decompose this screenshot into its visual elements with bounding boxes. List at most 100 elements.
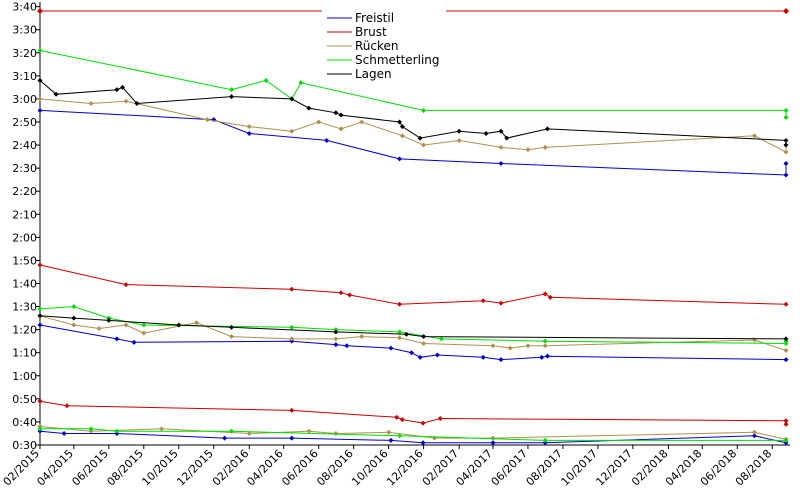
lagen-100m-point bbox=[37, 313, 43, 319]
x-tick-label: 12/2016 bbox=[384, 447, 426, 489]
lagen-200m-point bbox=[504, 135, 510, 141]
freistil-50m-point bbox=[61, 430, 67, 436]
lagen-200m-point bbox=[306, 105, 312, 111]
schmetterling-100m-point bbox=[71, 304, 77, 310]
rcken-100m-line bbox=[39, 315, 787, 351]
lagen-100m-line bbox=[39, 315, 787, 340]
rcken-100m-point bbox=[359, 334, 365, 340]
schmetterling-50m-point bbox=[229, 428, 235, 434]
schmetterling-200m-point bbox=[229, 87, 235, 93]
brust-50m-point bbox=[394, 414, 400, 420]
x-tick-label: 08/2017 bbox=[524, 447, 566, 489]
schmetterling-100m-point bbox=[141, 322, 147, 328]
x-tick-label: 04/2018 bbox=[663, 447, 705, 489]
rcken-50m-point bbox=[751, 429, 757, 435]
y-tick-label: 1:30 bbox=[12, 301, 37, 314]
legend-label-3: Schmetterling bbox=[355, 53, 440, 67]
x-tick-label: 10/2016 bbox=[349, 447, 391, 489]
schmetterling-200m-point bbox=[263, 77, 269, 83]
lagen-100m-point bbox=[229, 324, 235, 330]
brust-50m-point bbox=[399, 417, 405, 423]
lagen-100m-point bbox=[176, 322, 182, 328]
brust-200m-point bbox=[37, 8, 43, 14]
freistil-100m-point bbox=[344, 343, 350, 349]
freistil-100m-point bbox=[544, 353, 550, 359]
y-tick-label: 3:10 bbox=[12, 70, 37, 83]
x-tick-label: 08/2018 bbox=[733, 447, 775, 489]
y-tick-label: 3:30 bbox=[12, 24, 37, 37]
brust-50m-point bbox=[420, 420, 426, 426]
x-tick-label: 04/2016 bbox=[244, 447, 286, 489]
x-tick-label: 06/2018 bbox=[698, 447, 740, 489]
lagen-200m-point bbox=[114, 87, 120, 93]
rcken-100m-point bbox=[194, 320, 200, 326]
schmetterling-50m-point bbox=[88, 426, 94, 432]
rcken-200m-point bbox=[525, 147, 531, 153]
x-tick-label: 02/2015 bbox=[1, 447, 43, 489]
brust-50m-point bbox=[783, 421, 789, 427]
rcken-100m-point bbox=[289, 336, 295, 342]
lagen-100m-point bbox=[106, 317, 112, 323]
brust-100m-point bbox=[338, 290, 344, 296]
freistil-100m-point bbox=[131, 339, 137, 345]
freistil-50m-point bbox=[289, 435, 295, 441]
schmetterling-50m-point bbox=[542, 437, 548, 443]
y-tick-label: 2:30 bbox=[12, 162, 37, 175]
rcken-100m-point bbox=[421, 340, 427, 346]
lagen-200m-point bbox=[399, 124, 405, 130]
rcken-200m-point bbox=[399, 133, 405, 139]
rcken-100m-point bbox=[507, 345, 513, 351]
rcken-50m-point bbox=[159, 426, 165, 432]
y-tick-label: 1:50 bbox=[12, 254, 37, 267]
rcken-100m-point bbox=[525, 343, 531, 349]
rcken-200m-point bbox=[37, 96, 43, 102]
schmetterling-200m-point bbox=[37, 47, 43, 53]
y-tick-label: 1:20 bbox=[12, 324, 37, 337]
y-tick-label: 2:10 bbox=[12, 208, 37, 221]
rcken-200m-point bbox=[421, 142, 427, 148]
brust-50m-point bbox=[289, 407, 295, 413]
freistil-50m-point bbox=[420, 440, 426, 446]
brust-200m-point bbox=[782, 8, 789, 14]
brust-100m-point bbox=[397, 301, 403, 307]
y-tick-label: 2:40 bbox=[12, 139, 37, 152]
rcken-200m-line bbox=[39, 98, 787, 153]
rcken-100m-point bbox=[490, 343, 496, 349]
legend-label-1: Brust bbox=[355, 25, 387, 39]
rcken-200m-point bbox=[316, 119, 322, 125]
freistil-200m-point bbox=[498, 161, 504, 167]
legend-box bbox=[322, 9, 446, 80]
brust-50m-point bbox=[37, 398, 43, 404]
rcken-200m-point bbox=[498, 144, 504, 150]
schmetterling-200m-line bbox=[39, 50, 787, 118]
schmetterling-200m-point bbox=[783, 114, 789, 120]
lagen-200m-point bbox=[53, 91, 59, 97]
y-tick-label: 3:00 bbox=[12, 93, 37, 106]
lagen-200m-point bbox=[544, 126, 550, 132]
schmetterling-200m-point bbox=[421, 107, 427, 113]
lagen-100m-point bbox=[421, 334, 427, 340]
brust-100m-point bbox=[547, 294, 553, 300]
brust-50m-line bbox=[39, 400, 787, 425]
rcken-100m-point bbox=[71, 322, 77, 328]
rcken-200m-point bbox=[246, 124, 252, 130]
schmetterling-100m-point bbox=[438, 336, 444, 342]
brust-100m-point bbox=[37, 262, 43, 268]
schmetterling-100m-point bbox=[37, 306, 43, 312]
freistil-100m-point bbox=[480, 354, 486, 360]
x-tick-label: 08/2015 bbox=[104, 447, 146, 489]
y-tick-label: 1:00 bbox=[12, 370, 37, 383]
lagen-200m-point bbox=[134, 101, 140, 107]
freistil-100m-point bbox=[333, 342, 339, 348]
lagen-200m-point bbox=[483, 131, 489, 137]
freistil-200m-point bbox=[783, 161, 789, 167]
freistil-100m-point bbox=[37, 322, 43, 328]
freistil-100m-point bbox=[409, 350, 415, 356]
rcken-50m-point bbox=[490, 435, 496, 441]
rcken-100m-point bbox=[333, 336, 339, 342]
lagen-200m-point bbox=[498, 128, 504, 134]
schmetterling-100m-point bbox=[397, 329, 403, 335]
schmetterling-200m-point bbox=[298, 80, 304, 86]
brust-50m-point bbox=[783, 418, 789, 424]
rcken-200m-point bbox=[542, 144, 548, 150]
